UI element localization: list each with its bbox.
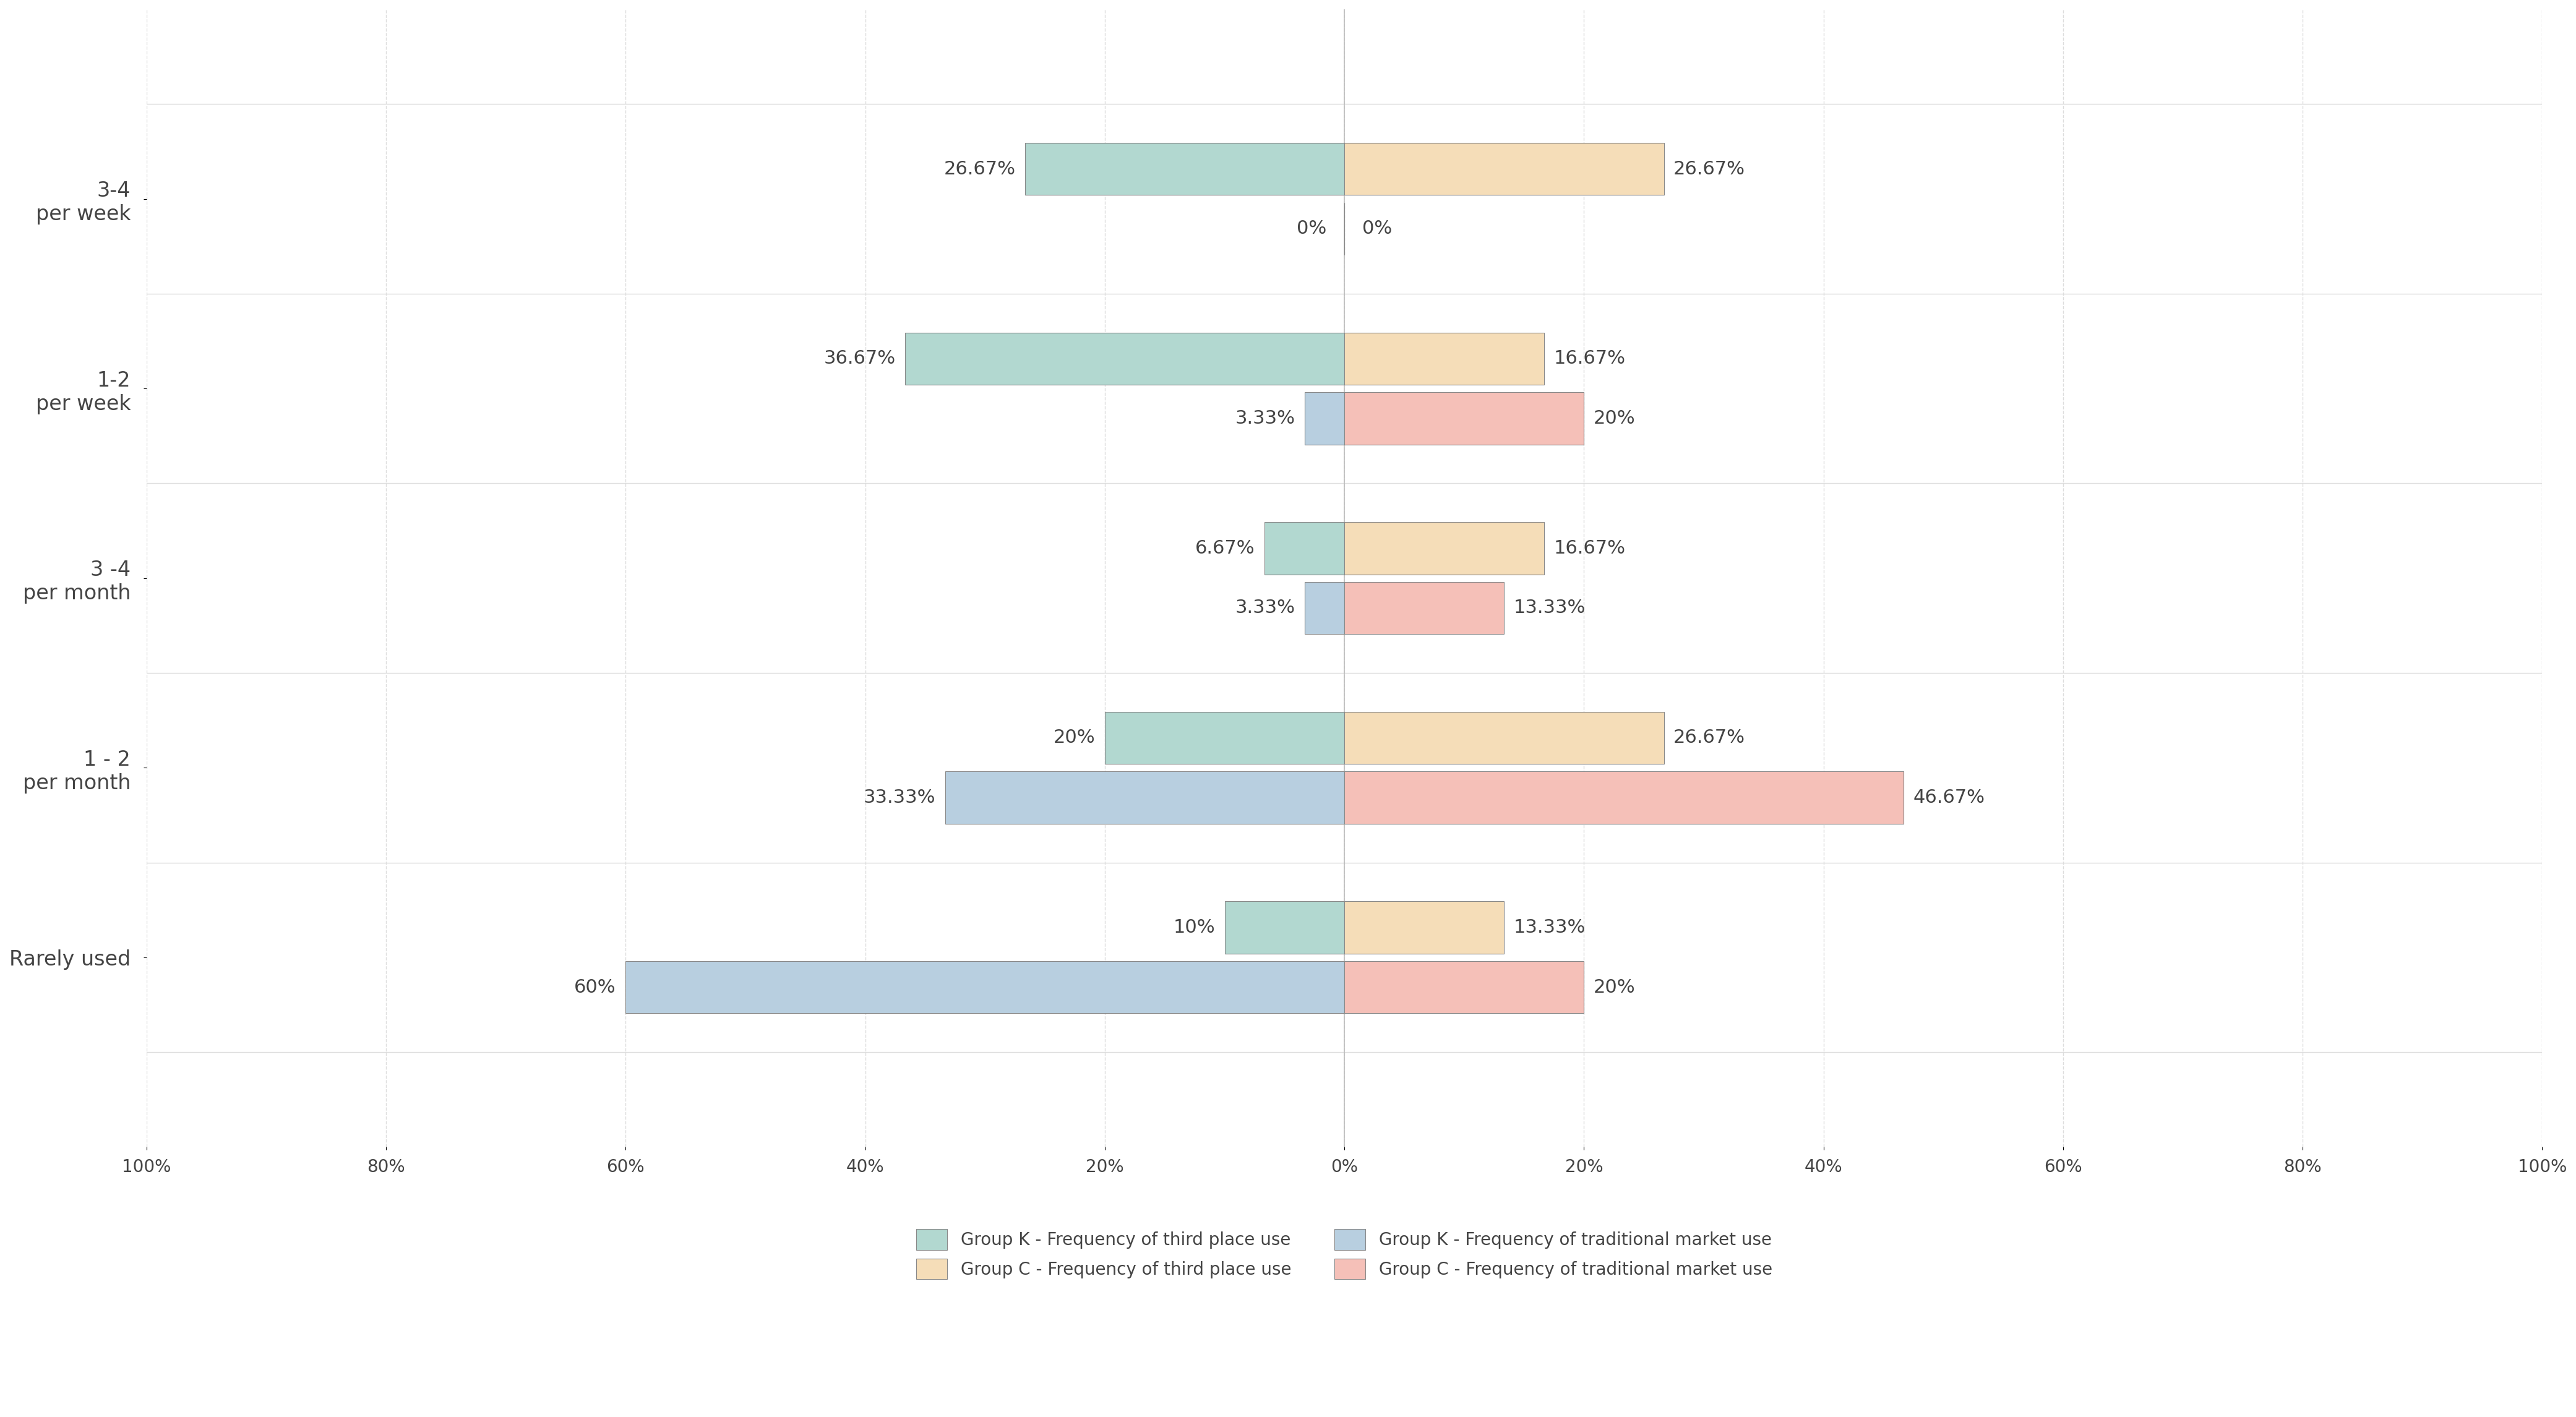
Text: 33.33%: 33.33% [863, 789, 935, 806]
Text: 26.67%: 26.67% [1674, 728, 1744, 747]
Text: 46.67%: 46.67% [1914, 789, 1984, 806]
Bar [1345, 711, 1664, 764]
Bar [1345, 901, 1504, 954]
Text: 20%: 20% [1054, 728, 1095, 747]
Bar [1345, 582, 1504, 633]
Legend: Group K - Frequency of third place use, Group C - Frequency of third place use, : Group K - Frequency of third place use, … [909, 1221, 1780, 1287]
Bar [1224, 901, 1345, 954]
Bar [626, 961, 1345, 1013]
Text: 20%: 20% [1595, 978, 1636, 996]
Bar [1345, 523, 1543, 574]
Text: 20%: 20% [1595, 410, 1636, 428]
Text: 26.67%: 26.67% [943, 160, 1015, 179]
Text: 60%: 60% [574, 978, 616, 996]
Bar [1303, 393, 1345, 445]
Bar [1105, 711, 1345, 764]
Bar [1025, 143, 1345, 196]
Bar [904, 333, 1345, 384]
Text: 13.33%: 13.33% [1515, 599, 1587, 616]
Text: 0%: 0% [1296, 220, 1327, 238]
Text: 16.67%: 16.67% [1553, 540, 1625, 557]
Bar [1345, 961, 1584, 1013]
Text: 0%: 0% [1363, 220, 1391, 238]
Bar [1303, 582, 1345, 633]
Text: 3.33%: 3.33% [1234, 410, 1296, 428]
Bar [1345, 143, 1664, 196]
Text: 3.33%: 3.33% [1234, 599, 1296, 616]
Bar [1345, 771, 1904, 823]
Bar [1345, 393, 1584, 445]
Bar [1345, 333, 1543, 384]
Bar [1265, 523, 1345, 574]
Text: 26.67%: 26.67% [1674, 160, 1744, 179]
Text: 6.67%: 6.67% [1195, 540, 1255, 557]
Text: 10%: 10% [1172, 918, 1216, 937]
Text: 36.67%: 36.67% [824, 350, 896, 367]
Text: 13.33%: 13.33% [1515, 918, 1587, 937]
Text: 16.67%: 16.67% [1553, 350, 1625, 367]
Bar [945, 771, 1345, 823]
